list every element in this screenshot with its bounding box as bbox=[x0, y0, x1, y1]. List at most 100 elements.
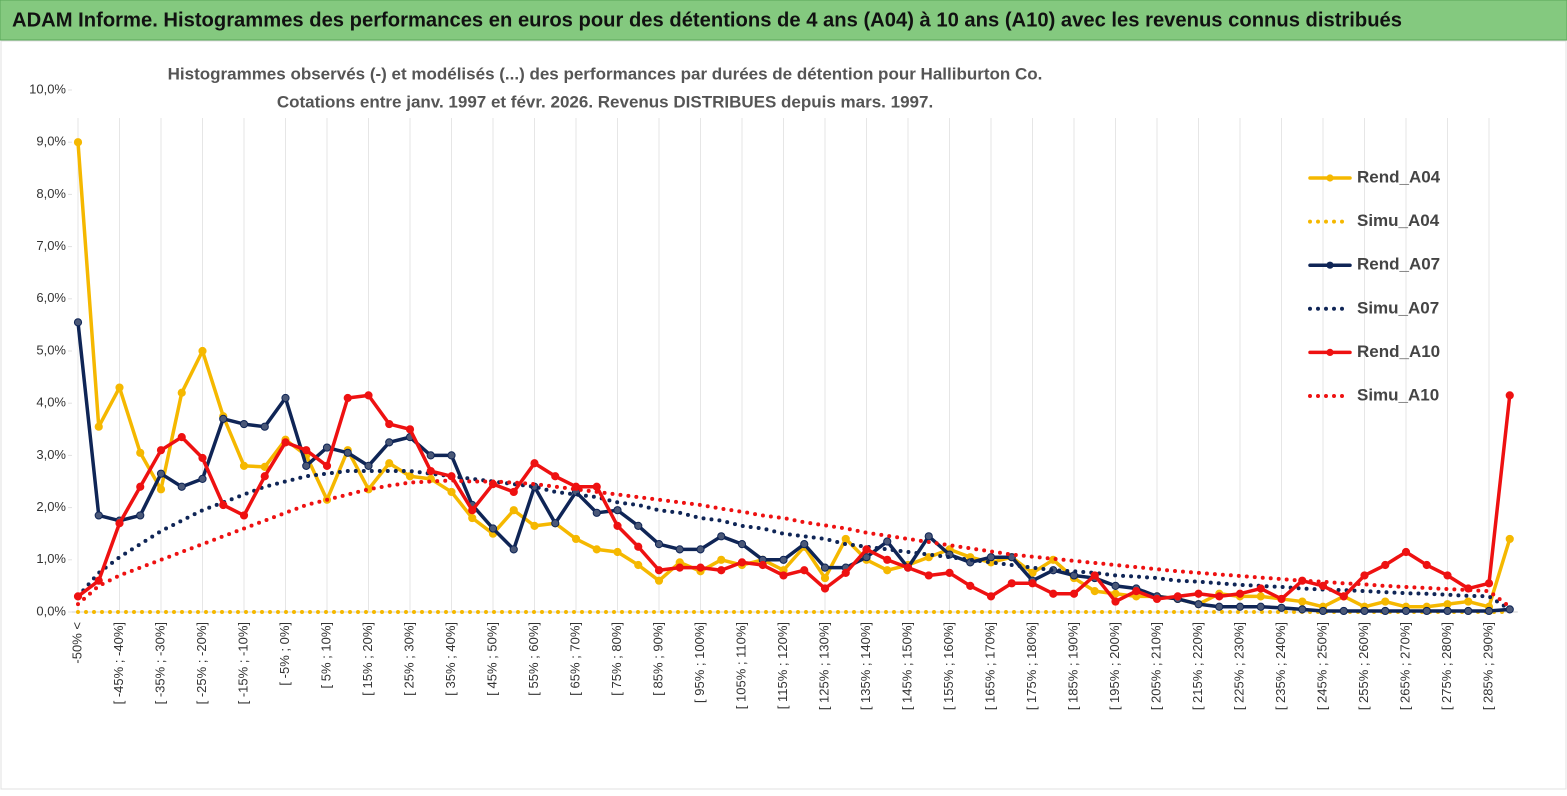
point bbox=[1173, 592, 1182, 601]
x-tick-label: [ 285% ; 290%] bbox=[1480, 622, 1495, 710]
y-tick-label: 8,0% bbox=[36, 186, 66, 201]
point bbox=[1318, 581, 1328, 591]
point bbox=[613, 547, 622, 557]
point bbox=[1381, 606, 1390, 616]
point bbox=[986, 592, 996, 601]
point bbox=[405, 425, 415, 434]
point bbox=[1277, 594, 1286, 604]
point bbox=[1152, 594, 1162, 604]
x-tick-label: [ -45% ; -40%] bbox=[111, 622, 126, 704]
point bbox=[260, 472, 269, 481]
y-tick-label: 7,0% bbox=[36, 238, 66, 253]
x-tick-label: [ 275% ; 280%] bbox=[1439, 622, 1454, 710]
header-banner bbox=[0, 0, 1567, 41]
point bbox=[592, 545, 601, 554]
point bbox=[1235, 589, 1245, 598]
point bbox=[1277, 603, 1286, 612]
point bbox=[509, 506, 518, 515]
point bbox=[800, 566, 809, 575]
point bbox=[530, 521, 539, 530]
x-tick-label: [ 175% ; 180%] bbox=[1024, 622, 1039, 710]
y-tick-label: 3,0% bbox=[36, 447, 66, 462]
point bbox=[862, 545, 871, 554]
point bbox=[1381, 597, 1390, 606]
point bbox=[903, 563, 913, 572]
point bbox=[1256, 602, 1265, 611]
point bbox=[447, 451, 456, 460]
point bbox=[1028, 579, 1037, 588]
point bbox=[219, 500, 228, 510]
point bbox=[73, 138, 83, 147]
point bbox=[571, 534, 581, 544]
x-tick-label: [ 195% ; 200%] bbox=[1107, 622, 1122, 710]
point bbox=[509, 545, 518, 554]
point bbox=[385, 419, 394, 429]
point bbox=[1318, 606, 1328, 616]
point bbox=[820, 584, 830, 593]
point bbox=[385, 438, 394, 447]
point bbox=[717, 555, 726, 564]
point bbox=[696, 563, 705, 572]
point bbox=[1298, 605, 1307, 614]
point bbox=[156, 469, 166, 478]
point bbox=[405, 472, 415, 481]
point bbox=[198, 453, 207, 463]
y-tick-label: 5,0% bbox=[36, 342, 66, 357]
point bbox=[156, 446, 166, 455]
point bbox=[509, 487, 518, 497]
x-tick-label: [ 255% ; 260%] bbox=[1356, 622, 1371, 710]
point bbox=[468, 506, 477, 515]
point bbox=[1484, 579, 1494, 588]
point bbox=[924, 532, 933, 541]
point bbox=[385, 459, 394, 468]
legend-label: Simu_A07 bbox=[1357, 298, 1439, 317]
y-tick-label: 9,0% bbox=[36, 134, 66, 149]
point bbox=[841, 568, 850, 577]
point bbox=[94, 422, 103, 431]
point bbox=[219, 414, 228, 423]
point bbox=[654, 540, 664, 549]
point bbox=[634, 542, 643, 551]
x-tick-label: [ 245% ; 250%] bbox=[1314, 622, 1329, 710]
point bbox=[883, 555, 892, 564]
point bbox=[1111, 597, 1120, 606]
point bbox=[239, 419, 249, 429]
point bbox=[551, 519, 560, 528]
point bbox=[613, 521, 622, 530]
point bbox=[883, 537, 892, 546]
point bbox=[177, 482, 186, 491]
x-tick-label: [ 115% ; 120%] bbox=[775, 622, 790, 709]
point bbox=[1464, 597, 1473, 606]
point bbox=[343, 448, 352, 457]
point bbox=[1007, 553, 1016, 562]
observed-line bbox=[76, 140, 1512, 609]
point bbox=[1235, 602, 1245, 611]
point bbox=[115, 383, 124, 392]
x-tick-label: [ 95% ; 100%] bbox=[692, 622, 707, 703]
x-tick-label: [ 165% ; 170%] bbox=[982, 622, 997, 710]
x-tick-label: [ 5% ; 10%] bbox=[318, 622, 333, 688]
point bbox=[1339, 606, 1348, 616]
point bbox=[136, 511, 145, 520]
point bbox=[1111, 589, 1120, 598]
point bbox=[322, 461, 332, 470]
point bbox=[1443, 600, 1452, 609]
x-tick-label: [ -25% ; -20%] bbox=[194, 622, 209, 704]
legend-label: Rend_A07 bbox=[1357, 255, 1440, 274]
point bbox=[281, 393, 290, 403]
legend-marker bbox=[1326, 261, 1334, 269]
x-tick-label: [ 235% ; 240%] bbox=[1273, 622, 1288, 710]
point bbox=[1360, 571, 1369, 580]
model-line bbox=[76, 469, 1512, 612]
chart-frame bbox=[0, 40, 1567, 790]
chart-subtitle: Cotations entre janv. 1997 et févr. 2026… bbox=[277, 92, 933, 111]
legend-marker bbox=[1326, 348, 1334, 356]
point bbox=[1298, 597, 1307, 606]
point bbox=[1028, 568, 1037, 577]
header-title: ADAM Informe. Histogrammes des performan… bbox=[12, 9, 1402, 31]
point bbox=[945, 568, 954, 577]
y-tick-label: 4,0% bbox=[36, 395, 66, 410]
x-tick-label: [ 135% ; 140%] bbox=[858, 622, 873, 710]
point bbox=[717, 532, 726, 541]
